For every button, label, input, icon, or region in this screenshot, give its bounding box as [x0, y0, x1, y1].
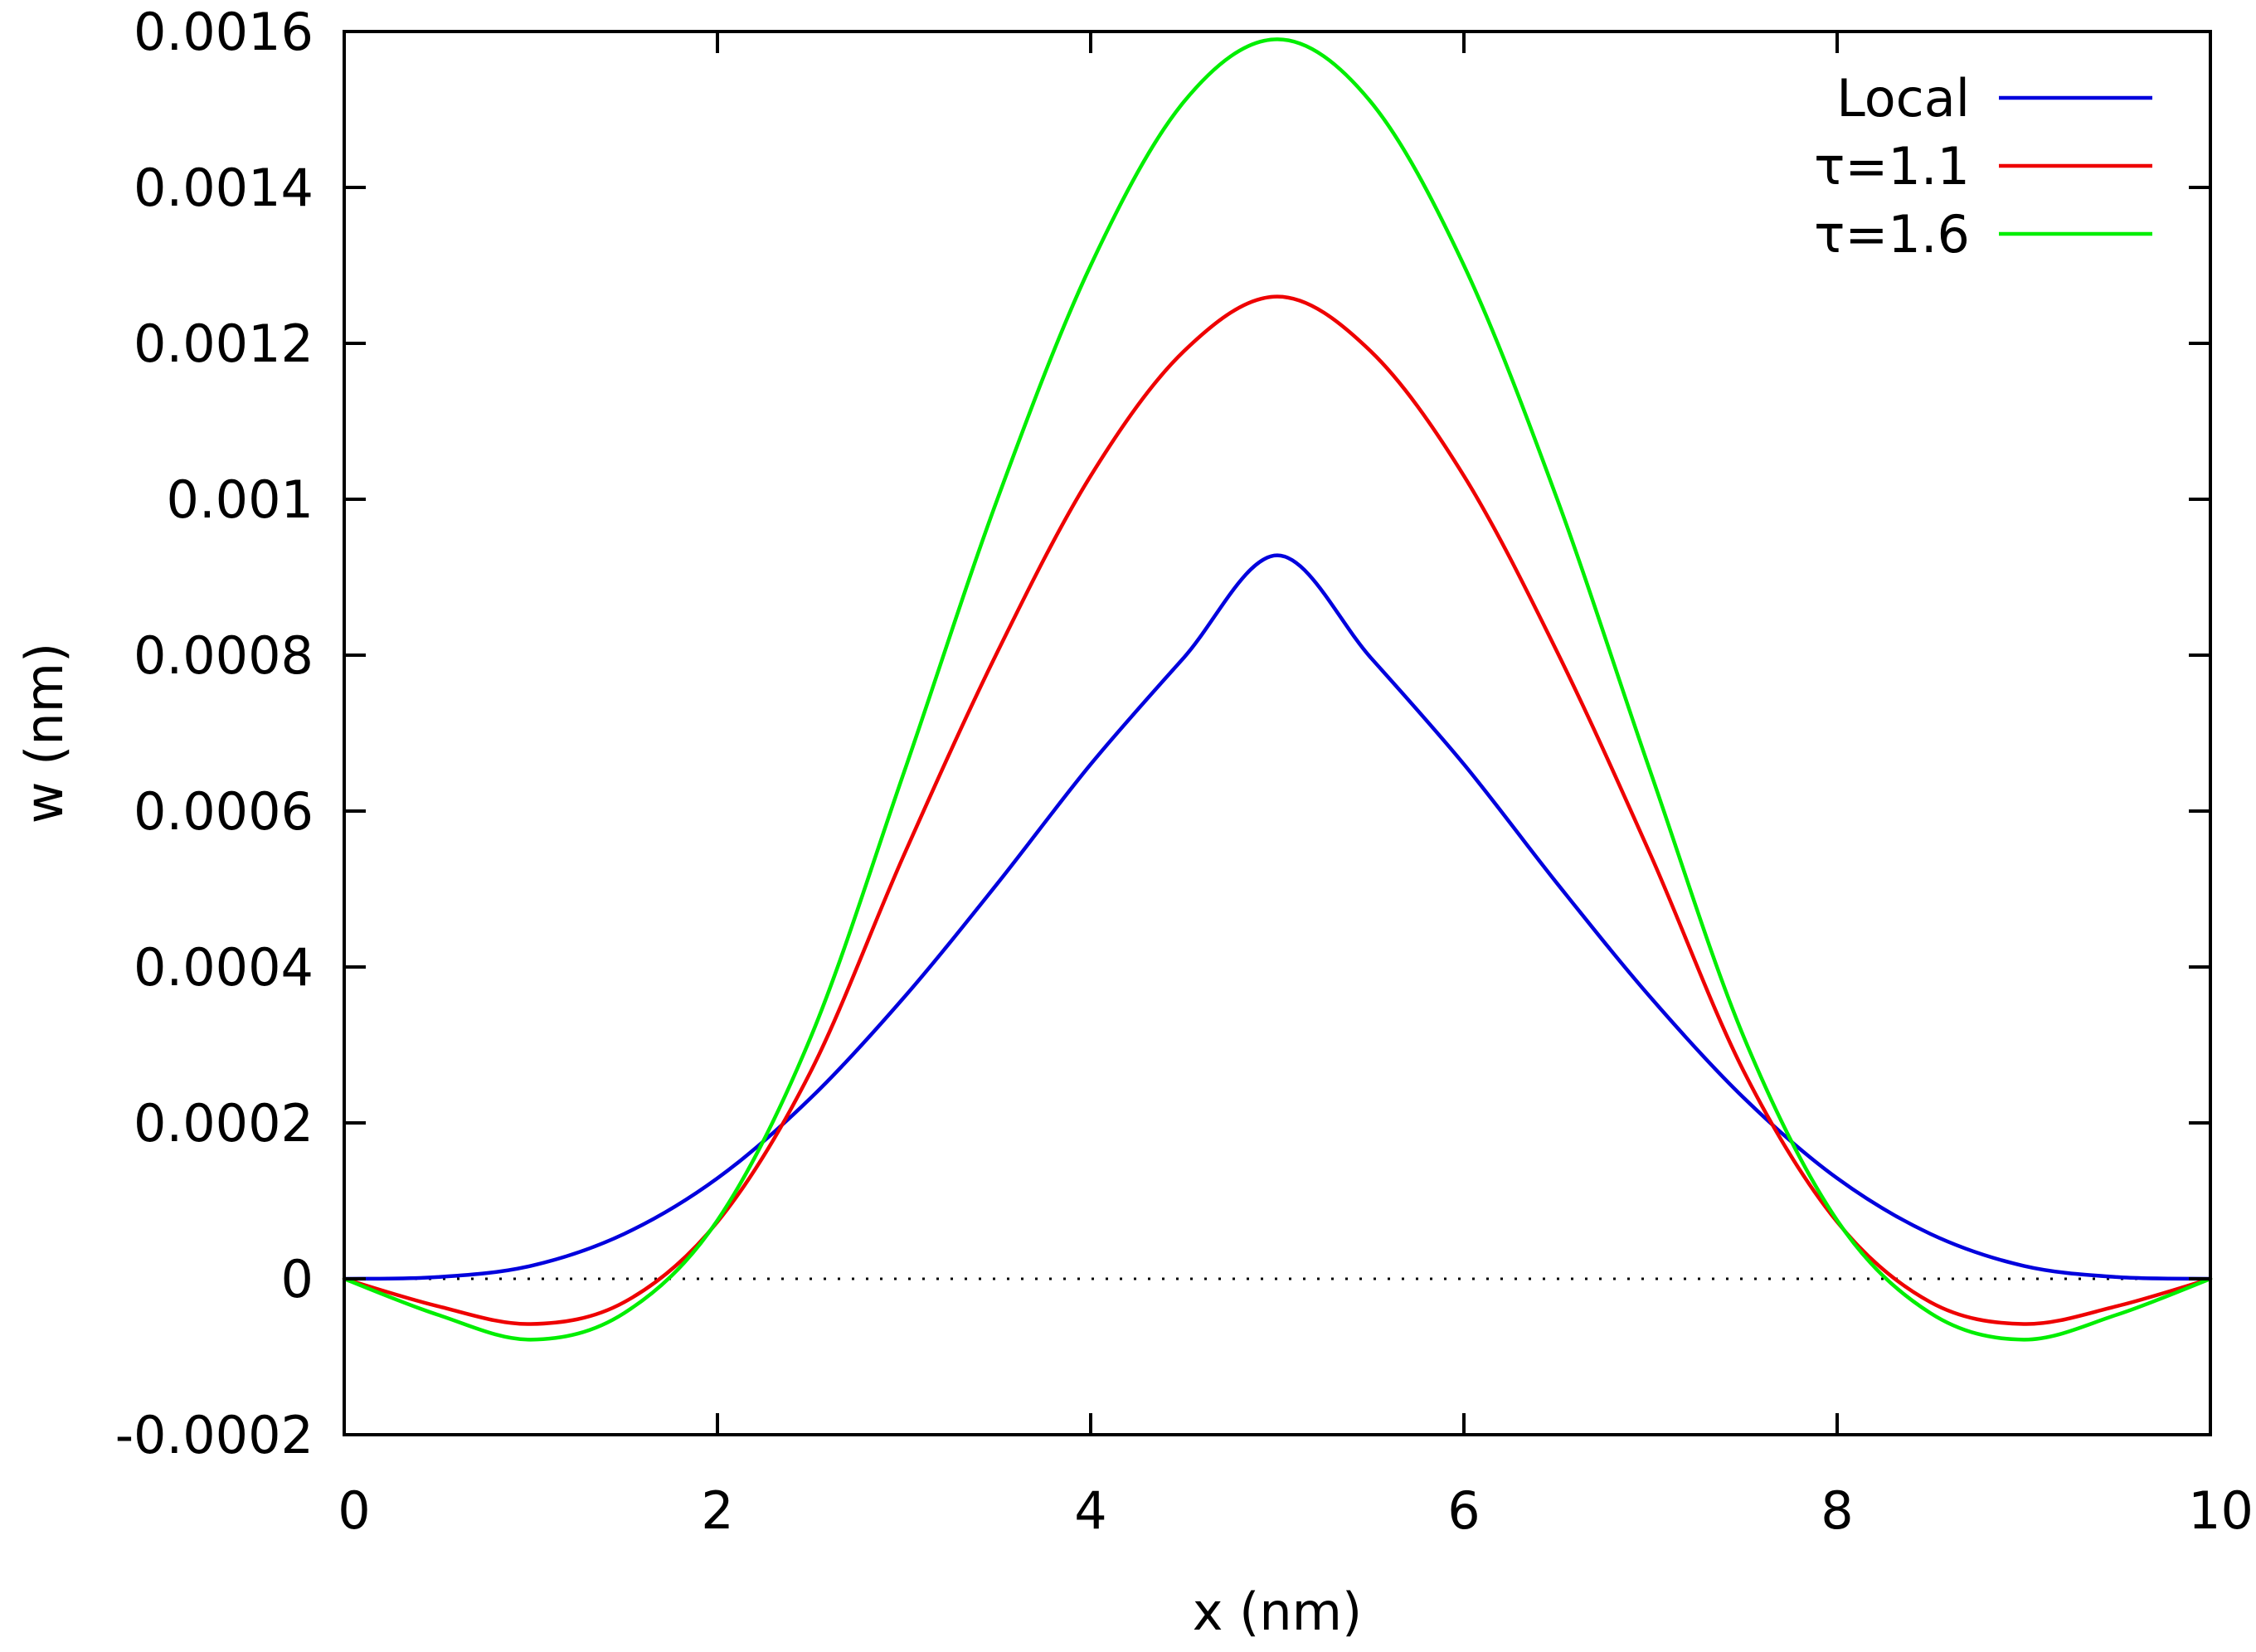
x-tick-label: 10	[2188, 1480, 2254, 1541]
legend-label-0: Local	[1836, 68, 1970, 129]
plot-frame	[343, 30, 2212, 1436]
series-layer	[342, 37, 2213, 1342]
y-tick-label: -0.0002	[115, 1405, 314, 1465]
y-tick-label: 0.0004	[134, 937, 314, 998]
x-tick-label: 8	[1821, 1480, 1853, 1541]
legend-label-2: τ=1.6	[1814, 204, 1970, 265]
legend: Local τ=1.1 τ=1.6	[1814, 68, 2152, 265]
x-tick-label: 0	[338, 1480, 370, 1541]
y-tick-label: 0.001	[167, 469, 314, 530]
tick-layer	[343, 30, 2212, 1436]
x-tick-label: 4	[1074, 1480, 1106, 1541]
series-line-0	[342, 553, 2213, 1281]
y-tick-label: 0.0014	[134, 158, 314, 218]
y-tick-label: 0.0008	[134, 625, 314, 686]
x-tick-label: 6	[1447, 1480, 1480, 1541]
tick-label-layer: 0 2 4 6 8 10 -0.0002 0 0.0002 0.0004 0.0006 0.0008 0…	[115, 2, 2254, 1541]
x-tick-label: 2	[701, 1480, 733, 1541]
series-line-2	[342, 37, 2213, 1342]
x-axis-title: x (nm)	[1193, 1582, 1362, 1642]
y-tick-label: 0.0006	[134, 781, 314, 842]
y-axis-title: w (nm)	[14, 643, 75, 824]
y-tick-label: 0.0002	[134, 1093, 314, 1154]
y-tick-label: 0.0016	[134, 2, 314, 62]
legend-label-1: τ=1.1	[1814, 136, 1970, 197]
y-tick-label: 0.0012	[134, 313, 314, 374]
y-tick-label: 0	[281, 1249, 314, 1309]
